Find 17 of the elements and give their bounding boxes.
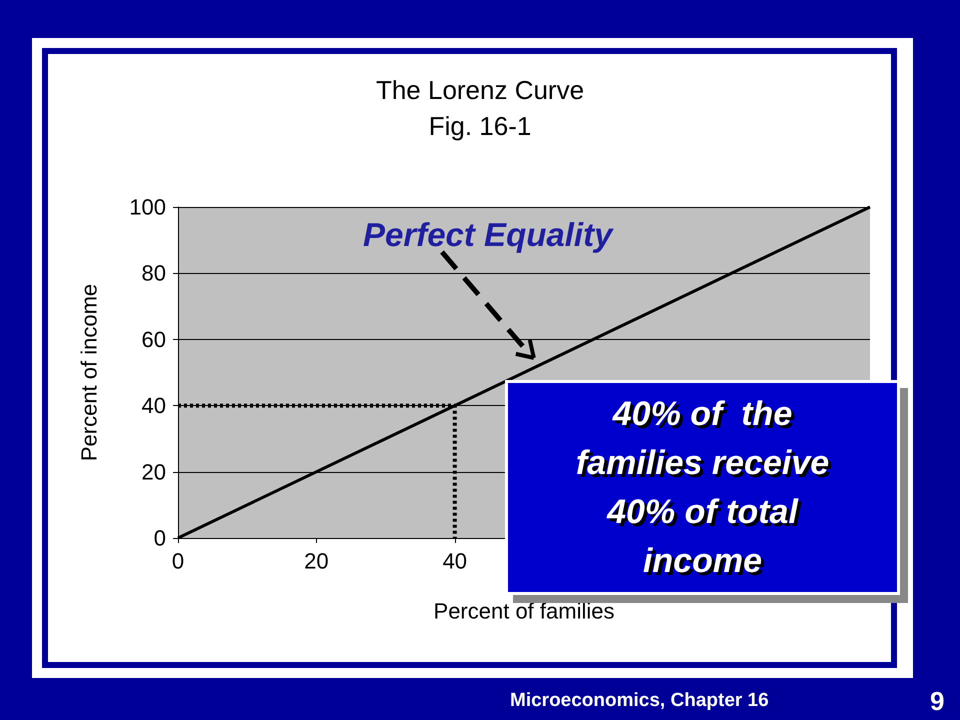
- text: Microeconomics, Chapter 16: [510, 690, 769, 712]
- y-tick-label: 80: [142, 260, 166, 286]
- y-tick-label: 100: [129, 194, 166, 220]
- x-axis-title: Percent of families: [434, 598, 614, 624]
- annotation: 40% of the families receive 40% of total income: [574, 394, 830, 582]
- chart-title: The Lorenz Curve: [376, 75, 584, 105]
- chart-subtitle: Fig. 16-1: [428, 111, 532, 141]
- x-tick-label: 40: [442, 548, 468, 574]
- annotation: Perfect Equality: [363, 216, 612, 254]
- y-tick-label: 20: [142, 459, 166, 484]
- y-tick-label: 60: [142, 326, 166, 352]
- x-tick-label: 0: [172, 548, 184, 574]
- y-tick-label: 0: [154, 526, 166, 550]
- text: 9: [930, 686, 944, 717]
- y-tick-label: 40: [142, 393, 166, 418]
- y-axis-title: Percent of income: [76, 284, 102, 462]
- x-tick-label: 20: [304, 548, 329, 574]
